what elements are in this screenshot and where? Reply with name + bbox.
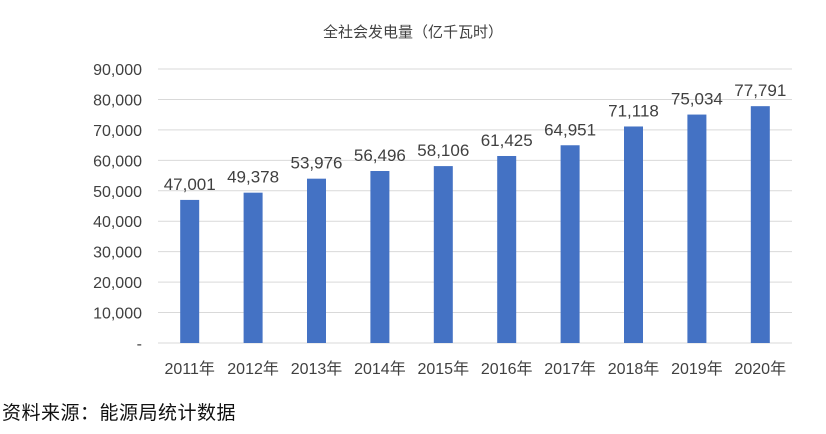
chart-title: 全社会发电量（亿千瓦时） (323, 23, 503, 41)
x-tick-label: 2019年 (671, 360, 723, 378)
data-label: 47,001 (164, 175, 216, 194)
x-tick-label: 2011年 (164, 360, 214, 378)
chart: 全社会发电量（亿千瓦时） - 10,000 20,000 30,000 40,000 50… (93, 23, 792, 378)
bar (307, 178, 326, 343)
gridlines (158, 68, 792, 344)
source-note: 资料来源：能源局统计数据 (2, 402, 237, 424)
data-label: 77,791 (734, 81, 786, 100)
data-label: 56,496 (354, 146, 406, 165)
y-tick-label: 50,000 (93, 184, 142, 201)
x-tick-label: 2014年 (354, 360, 406, 378)
bar (497, 155, 517, 343)
x-tick-label: 2015年 (417, 360, 469, 378)
data-label: 71,118 (608, 101, 659, 120)
data-label: 49,378 (227, 168, 279, 187)
data-label: 75,034 (671, 90, 723, 109)
bar (243, 192, 263, 343)
bar (560, 145, 580, 343)
x-tick-label: 2013年 (291, 360, 343, 378)
x-tick-label: 2018年 (608, 360, 660, 378)
x-tick-label: 2012年 (227, 360, 279, 378)
bar (687, 114, 707, 343)
x-axis-ticks: 2011年 2012年 2013年 2014年 2015年 2016年 2017年 2018年… (164, 360, 786, 378)
data-label: 64,951 (544, 120, 596, 139)
bar (624, 126, 643, 343)
bar (433, 166, 453, 343)
data-label: 61,425 (481, 131, 533, 150)
y-tick-label: 30,000 (93, 245, 142, 262)
data-label: 53,976 (291, 154, 343, 173)
bar (750, 106, 770, 344)
x-tick-label: 2020年 (734, 360, 786, 378)
y-axis-ticks: - 10,000 20,000 30,000 40,000 50,000 60,000 70,… (93, 62, 142, 353)
bar (180, 199, 200, 343)
y-tick-label: 10,000 (93, 306, 142, 323)
bars (180, 106, 770, 344)
y-tick-label: 80,000 (93, 92, 142, 109)
y-tick-label: 20,000 (93, 275, 142, 292)
y-tick-label: 70,000 (93, 123, 142, 140)
data-labels: 47,001 49,378 53,976 56,496 58,106 61,425 64,9… (164, 81, 787, 194)
bar (370, 171, 390, 343)
x-tick-label: 2016年 (481, 360, 533, 378)
y-tick-label: - (137, 336, 142, 353)
y-tick-label: 40,000 (93, 214, 142, 231)
x-tick-label: 2017年 (544, 360, 596, 378)
y-tick-label: 90,000 (93, 62, 142, 79)
data-label: 58,106 (417, 141, 469, 160)
y-tick-label: 60,000 (93, 153, 142, 170)
